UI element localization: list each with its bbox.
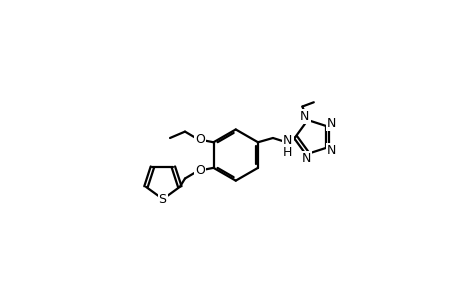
Text: O: O	[195, 164, 204, 177]
Text: N: N	[283, 134, 292, 147]
Text: S: S	[158, 193, 166, 206]
Text: H: H	[283, 146, 292, 159]
Text: N: N	[326, 144, 336, 157]
Text: N: N	[326, 117, 336, 130]
Text: N: N	[300, 110, 309, 123]
Text: N: N	[301, 152, 310, 165]
Text: O: O	[195, 133, 204, 146]
